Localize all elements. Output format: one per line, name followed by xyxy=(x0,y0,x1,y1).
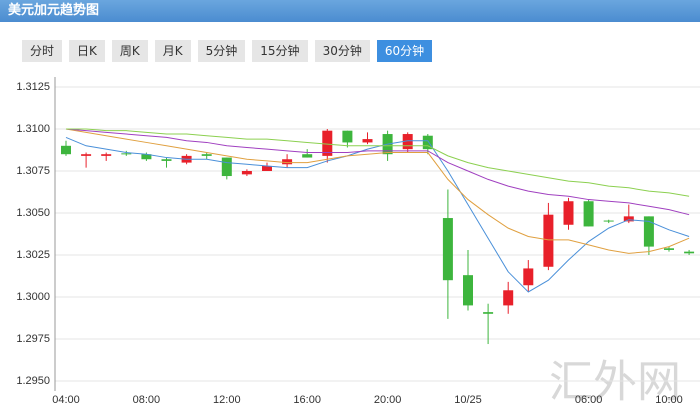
tab[interactable]: 5分钟 xyxy=(197,40,246,62)
tab-bar: 分时 日K 周K 月K 5分钟 15分钟 30分钟 60分钟 xyxy=(22,40,433,62)
x-tick-label: 08:00 xyxy=(133,394,161,406)
candle-body xyxy=(221,157,232,177)
candle-body xyxy=(664,248,674,250)
tab[interactable]: 60分钟 xyxy=(376,40,433,62)
candle-body xyxy=(483,312,494,314)
candle-body xyxy=(643,216,654,247)
ma-line xyxy=(65,128,690,216)
candle-body xyxy=(402,134,413,150)
candle-body xyxy=(121,153,132,155)
candle-body xyxy=(422,135,433,150)
y-tick-label: 1.3050 xyxy=(16,207,50,219)
y-tick-label: 1.2975 xyxy=(16,333,50,345)
candle-body xyxy=(463,275,473,306)
tab[interactable]: 分时 xyxy=(22,40,63,62)
candle-body xyxy=(241,171,252,175)
y-tick-label: 1.3100 xyxy=(16,123,50,135)
watermark: 汇外网 xyxy=(549,357,681,408)
candle-body xyxy=(322,130,333,156)
candle-body xyxy=(503,290,514,306)
candle-body xyxy=(684,251,695,254)
tab[interactable]: 30分钟 xyxy=(314,40,370,62)
x-tick-label: 20:00 xyxy=(374,394,402,406)
y-tick-label: 1.3025 xyxy=(16,249,50,261)
candle-body xyxy=(81,154,92,156)
candle-body xyxy=(523,268,534,286)
y-tick-label: 1.3075 xyxy=(16,165,50,177)
header-title: 美元加元趋势图 xyxy=(0,0,700,22)
candle-body xyxy=(141,154,152,160)
candle-body xyxy=(563,201,574,225)
ma-line xyxy=(65,128,690,254)
y-tick-label: 1.3000 xyxy=(16,291,50,303)
ma-line xyxy=(65,136,690,293)
candle-body xyxy=(262,165,272,171)
tab[interactable]: 日K xyxy=(69,40,105,62)
x-tick-label: 10/25 xyxy=(454,394,482,406)
x-tick-label: 16:00 xyxy=(293,394,321,406)
candle-body xyxy=(342,130,353,143)
tab[interactable]: 周K xyxy=(111,40,148,62)
x-tick-label: 04:00 xyxy=(52,394,80,406)
candle-body xyxy=(282,159,293,165)
x-tick-label: 12:00 xyxy=(213,394,241,406)
y-tick-label: 1.3125 xyxy=(16,81,50,93)
x-tick-label: 06:00 xyxy=(575,394,603,406)
candle-body xyxy=(362,139,373,143)
candle-body xyxy=(543,214,554,267)
tab[interactable]: 15分钟 xyxy=(252,40,308,62)
candle-body xyxy=(101,154,112,156)
candle-body xyxy=(201,154,212,156)
candle-body xyxy=(583,201,594,227)
ma-line xyxy=(66,128,690,197)
candle-body xyxy=(603,220,614,222)
x-tick-label: 10:00 xyxy=(655,394,683,406)
tab[interactable]: 月K xyxy=(154,40,191,62)
y-tick-label: 1.2950 xyxy=(16,375,50,387)
candle-body xyxy=(623,216,634,222)
candle-body xyxy=(442,218,453,281)
candle-body xyxy=(302,154,313,158)
candle-body xyxy=(61,145,71,155)
candle-body xyxy=(161,159,172,161)
